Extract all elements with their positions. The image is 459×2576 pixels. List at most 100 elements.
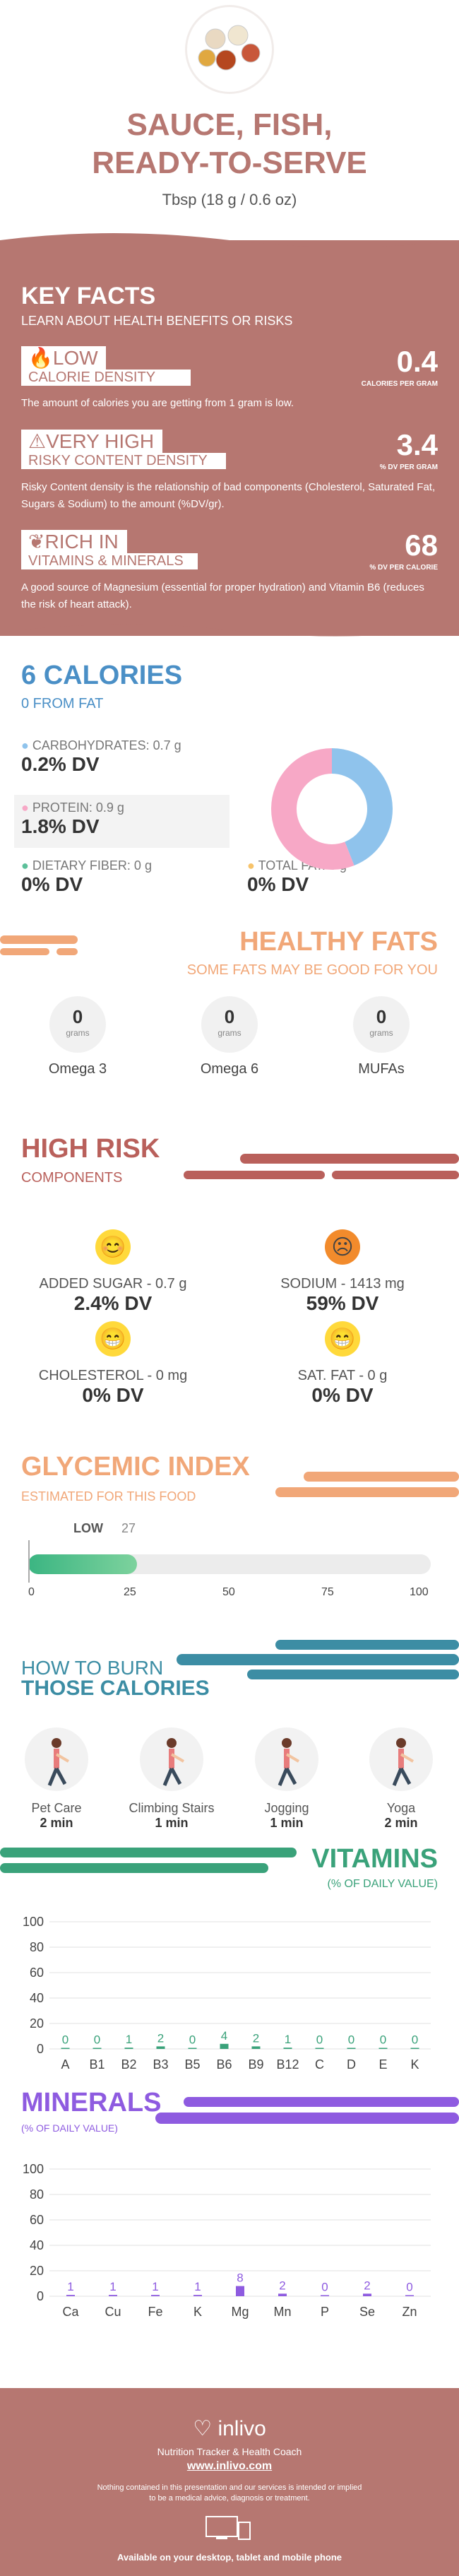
fat-name: Omega 3 [48, 1061, 107, 1077]
fact-desc: A good source of Magnesium (essential fo… [21, 581, 424, 610]
fat-item-1: 0 grams Omega 6 [173, 996, 286, 1077]
fact-desc: Risky Content density is the relationshi… [21, 481, 436, 510]
glycemic-track [28, 1554, 431, 1574]
bar-value-label: 0 [348, 2033, 354, 2047]
macro-donut-chart [271, 748, 393, 870]
x-tick-label: B6 [216, 2057, 232, 2072]
y-tick-label: 40 [30, 2238, 44, 2252]
fact-value: 3.4 [396, 428, 438, 461]
fact-label: RISKY CONTENT DENSITY [21, 453, 226, 469]
decor-stripes-minerals [155, 2097, 459, 2124]
bar-Zn [405, 2295, 414, 2296]
y-tick-label: 100 [23, 2162, 44, 2176]
fat-item-0: 0 grams Omega 3 [21, 996, 134, 1077]
bar-P [321, 2295, 329, 2296]
y-tick-label: 60 [30, 2213, 44, 2227]
bar-value-label: 4 [221, 2029, 227, 2043]
x-tick-label: B3 [153, 2057, 168, 2072]
availability: Available on your desktop, tablet and mo… [117, 2552, 342, 2563]
fat-value: 0 [72, 1006, 83, 1027]
calories-title: 6 CALORIES [21, 661, 183, 690]
bar-B1 [93, 2048, 102, 2049]
glycemic-ticks: 0 25 50 75 100 [28, 1586, 429, 1598]
bar-value-label: 0 [321, 2281, 328, 2294]
fact-tag: 🔥LOW [21, 346, 106, 370]
sad-face-icon: ☹ [325, 1229, 360, 1265]
risk-label: CHOLESTEROL - 0 mg [38, 1368, 188, 1383]
protein-dv: 1.8% DV [21, 815, 100, 837]
bar-value-label: 2 [253, 2031, 259, 2045]
x-tick-label: B5 [184, 2057, 200, 2072]
bar-A [61, 2048, 70, 2049]
fact-risky-density: ⚠VERY HIGH RISKY CONTENT DENSITY [21, 430, 226, 469]
key-facts-subtitle: LEARN ABOUT HEALTH BENEFITS OR RISKS [21, 314, 293, 328]
fat-unit: grams [66, 1028, 90, 1038]
fat-dv: 0% DV [247, 873, 309, 895]
brand-logo: ♡ inlivo [193, 2417, 266, 2440]
minerals-subtitle: (% OF DAILY VALUE) [21, 2122, 118, 2134]
brand-tagline: Nutrition Tracker & Health Coach [157, 2446, 302, 2457]
x-tick-label: Fe [148, 2305, 162, 2319]
glycemic-subtitle: ESTIMATED FOR THIS FOOD [21, 1489, 196, 1503]
y-tick-label: 100 [23, 1915, 44, 1929]
fire-icon: 🔥 [28, 347, 53, 369]
bar-value-label: 0 [412, 2033, 418, 2047]
minerals-bar-chart: 100 80 60 40 20 0 1 Ca 1 Cu 1 Fe 1 K 8 Mg 2 Mn 0 P 2 Se 0 Zn [23, 2162, 431, 2319]
grin-face-icon: 😁 [95, 1321, 131, 1357]
carbs-block: ● CARBOHYDRATES: 0.7 g 0.2% DV [14, 738, 226, 791]
title-line2: READY-TO-SERVE [92, 146, 367, 180]
jogging-icon [255, 1727, 318, 1791]
x-tick-label: A [61, 2057, 69, 2072]
burn-time: 1 min [270, 1816, 304, 1830]
x-tick-label: Ca [62, 2305, 79, 2319]
y-tick-label: 40 [30, 1991, 44, 2005]
bar-value-label: 0 [380, 2033, 386, 2047]
x-tick-label: Mg [231, 2305, 249, 2319]
burn-time: 1 min [155, 1816, 189, 1830]
bar-value-label: 2 [279, 2279, 285, 2292]
x-tick-label: Cu [105, 2305, 121, 2319]
bar-Ca [66, 2295, 75, 2296]
decor-stripes-right [184, 1154, 459, 1179]
fat-value: 0 [376, 1006, 387, 1027]
burn-title-2: THOSE CALORIES [21, 1677, 210, 1700]
x-tick-label: K [193, 2305, 202, 2319]
disclaimer-1: Nothing contained in this presentation a… [97, 2483, 362, 2492]
burn-activity: Jogging [264, 1801, 309, 1815]
fact-desc: The amount of calories you are getting f… [21, 397, 294, 409]
decor-stripes-glycemic [275, 1472, 459, 1497]
bar-value-label: 1 [194, 2280, 201, 2293]
glycemic-fill [28, 1554, 137, 1574]
dog-walk-icon [25, 1727, 88, 1791]
burn-time: 2 min [40, 1816, 73, 1830]
fat-circle: 0 grams [353, 996, 410, 1053]
fat-circle: 0 grams [49, 996, 106, 1053]
fat-name: MUFAs [358, 1061, 405, 1077]
heart-icon: ♡ [193, 2417, 213, 2440]
fat-name: Omega 6 [200, 1061, 259, 1077]
calories-from-fat: 0 FROM FAT [21, 696, 104, 711]
x-tick-label: K [410, 2057, 419, 2072]
fact-label: VITAMINS & MINERALS [21, 553, 198, 569]
fiber-block: ● DIETARY FIBER: 0 g 0% DV [14, 858, 152, 896]
yoga-icon [369, 1727, 433, 1791]
fiber-dv: 0% DV [21, 873, 83, 895]
food-image [187, 7, 272, 92]
risk-item-1: ☹ SODIUM - 1413 mg 59% DV [237, 1229, 448, 1315]
minerals-title: MINERALS [21, 2088, 162, 2117]
risk-item-3: 😁 SAT. FAT - 0 g 0% DV [237, 1321, 448, 1407]
bar-value-label: 0 [189, 2033, 196, 2047]
brand-url-link[interactable]: www.inlivo.com [186, 2460, 273, 2472]
risk-label: ADDED SUGAR - 0.7 g [39, 1276, 187, 1292]
bar-Cu [109, 2295, 117, 2296]
glycemic-value: 27 [121, 1521, 136, 1535]
bar-K [410, 2048, 419, 2049]
bar-value-label: 0 [94, 2033, 100, 2047]
footer: ♡ inlivo Nutrition Tracker & Health Coac… [0, 2388, 459, 2576]
devices-icon [205, 2516, 251, 2540]
bar-B6 [220, 2043, 229, 2049]
fat-item-2: 0 grams MUFAs [325, 996, 438, 1077]
risk-dv: 0% DV [82, 1384, 144, 1406]
healthy-fats-title: HEALTHY FATS [239, 927, 438, 957]
fat-dot-icon: ● [247, 858, 255, 873]
